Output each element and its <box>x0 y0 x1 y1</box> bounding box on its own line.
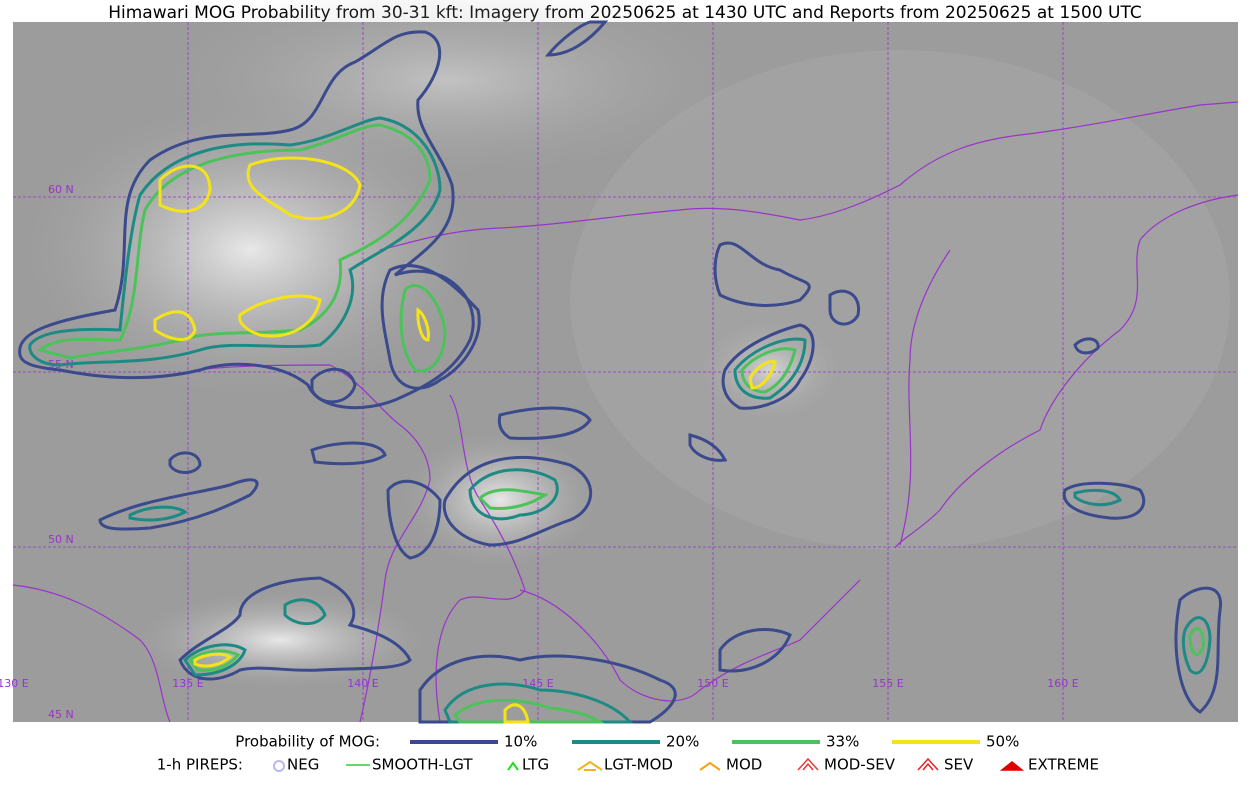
contour <box>283 598 327 626</box>
legend-label: EXTREME <box>1028 756 1099 774</box>
contour <box>418 654 677 724</box>
contour <box>1181 616 1212 675</box>
contour <box>544 20 609 57</box>
legend-label: LGT-MOD <box>604 756 673 774</box>
lon-label: 135 E <box>172 677 203 690</box>
contour <box>740 347 797 394</box>
contour <box>18 30 475 410</box>
cloud <box>400 430 600 570</box>
contour <box>468 468 559 521</box>
lat-label: 50 N <box>48 533 74 546</box>
legend-label: SMOOTH-LGT <box>372 756 473 774</box>
legend-label: 33% <box>826 733 859 751</box>
contour <box>246 156 362 221</box>
legend-label: LTG <box>522 756 549 774</box>
legend-symbol <box>577 760 603 771</box>
contour <box>718 628 792 673</box>
contour <box>399 284 447 373</box>
contour <box>128 505 188 522</box>
cloud <box>130 590 430 690</box>
lon-label: 160 E <box>1047 677 1078 690</box>
coastline <box>435 394 526 723</box>
legend-title: Probability of MOG: <box>235 733 380 751</box>
contour <box>28 116 442 367</box>
contour <box>416 307 430 342</box>
contour <box>1073 488 1122 507</box>
contour <box>168 451 202 474</box>
legend-label: NEG <box>287 756 319 774</box>
contour <box>503 703 530 724</box>
contour <box>748 360 777 390</box>
lon-label: 155 E <box>872 677 903 690</box>
coastline <box>379 101 1239 251</box>
legend-label: MOD-SEV <box>824 756 896 774</box>
contour <box>386 479 442 560</box>
legend-symbol <box>699 761 721 771</box>
contours <box>18 20 1222 724</box>
coastline <box>194 364 431 723</box>
legend-symbol <box>507 761 519 771</box>
lat-label: 60 N <box>48 183 74 196</box>
contour <box>477 488 549 510</box>
contour <box>452 698 605 724</box>
legend-label: 10% <box>504 733 537 751</box>
coastline <box>894 194 1239 549</box>
contour <box>153 310 197 341</box>
contour <box>497 406 592 440</box>
contour <box>178 576 412 681</box>
lon-label: 130 E <box>0 677 29 690</box>
contour <box>442 455 593 547</box>
contour <box>1073 337 1100 355</box>
contour <box>158 164 212 213</box>
contour <box>380 264 481 390</box>
legend-symbol <box>917 757 939 771</box>
graticule: 130 E 135 E 140 E 145 E 150 E 155 E 160 E60 N5… <box>0 22 1238 722</box>
contour <box>98 478 259 531</box>
legend-symbol <box>999 761 1025 771</box>
legend-label: SEV <box>944 756 974 774</box>
contour <box>713 241 811 307</box>
cloud <box>570 50 1230 550</box>
contour <box>1188 627 1205 656</box>
coastlines <box>12 101 1239 723</box>
lat-label: 45 N <box>48 708 74 721</box>
legend-label: MOD <box>726 756 762 774</box>
coastline <box>519 579 861 702</box>
legend-title: 1-h PIREPS: <box>157 756 243 774</box>
contour <box>688 433 728 462</box>
legend-symbol <box>797 757 819 771</box>
legend-symbol <box>273 760 285 772</box>
contour <box>187 649 241 672</box>
contour <box>443 682 634 724</box>
map: 130 E 135 E 140 E 145 E 150 E 155 E 160 E60 N5… <box>0 0 1239 724</box>
lon-label: 140 E <box>347 677 378 690</box>
contour <box>183 643 247 677</box>
cloud <box>150 0 750 180</box>
contour <box>1174 586 1222 714</box>
contour <box>310 367 357 404</box>
contour <box>721 323 815 410</box>
coastline <box>899 249 951 546</box>
legend-label: 20% <box>666 733 699 751</box>
contour <box>828 289 861 326</box>
contour <box>193 652 233 668</box>
contour <box>310 441 387 466</box>
coastline <box>12 584 171 723</box>
legend-label: 50% <box>986 733 1019 751</box>
contour <box>1062 481 1146 520</box>
contour <box>36 123 432 360</box>
contour <box>733 337 807 400</box>
legend: Probability of MOG: 1-h PIREPS: 10% 20% 33… <box>157 733 1099 774</box>
contour <box>238 294 322 338</box>
